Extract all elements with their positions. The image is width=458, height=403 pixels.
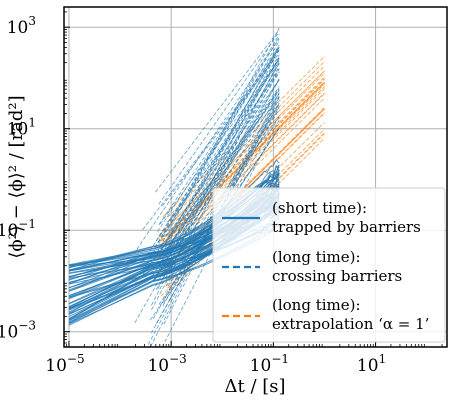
legend-box — [212, 187, 446, 343]
crossing-fit-curve — [165, 57, 280, 245]
legend-entry-extrapolation: (long time): extrapolation ‘α = 1’ — [222, 296, 429, 333]
ticks: 10−5 10−3 10−1 101 10−3 10−1 101 103 — [0, 11, 443, 376]
x-tick-label-0: 10−5 — [45, 352, 84, 376]
legend-label-short-time-line1: (short time): — [272, 199, 367, 217]
crossing-fit-curve — [155, 106, 280, 324]
crossing-fit-curve — [155, 29, 280, 193]
crossing-fit-curve — [156, 27, 280, 253]
crossing-fit-curve — [168, 87, 280, 262]
crossing-fit-curve — [136, 38, 280, 250]
x-axis-label: Δt / [s] — [224, 376, 285, 397]
crossing-fit-curve — [158, 45, 280, 226]
curves — [68, 27, 325, 347]
extrapolation-curve — [168, 88, 325, 244]
extrapolation-curve — [162, 138, 325, 300]
legend-label-crossing-line1: (long time): — [272, 248, 361, 266]
y-tick-label-0: 10−3 — [0, 319, 36, 343]
y-tick-label-2: 101 — [7, 116, 36, 140]
crossing-fit-curve — [167, 90, 280, 248]
y-tick-label-3: 103 — [7, 14, 36, 38]
crossing-fit-curve — [150, 102, 280, 334]
legend: (short time): trapped by barriers (long … — [212, 187, 446, 343]
legend-label-short-time-line2: trapped by barriers — [272, 218, 421, 236]
x-tick-label-1: 10−3 — [147, 352, 186, 376]
plot-frame — [63, 6, 448, 348]
crossing-fit-curve — [159, 59, 280, 225]
crossing-fit-curve — [142, 59, 280, 262]
crossing-fit-curve — [152, 56, 280, 281]
crossing-fit-curve — [150, 46, 280, 275]
legend-entry-crossing: (long time): crossing barriers — [222, 248, 402, 285]
y-axis-label: ⟨ϕ²⟩ − ⟨ϕ⟩² / [rad²] — [6, 95, 27, 258]
legend-label-crossing-line2: crossing barriers — [272, 267, 402, 285]
crossing-fit-curve — [160, 93, 280, 248]
crossing-fit-curve — [167, 71, 280, 223]
legend-label-extrapolation-line1: (long time): — [272, 296, 361, 314]
crossing-fit-curve — [159, 57, 280, 264]
crossing-fit-curve — [167, 68, 280, 237]
legend-label-extrapolation-line2: extrapolation ‘α = 1’ — [272, 315, 429, 333]
legend-entry-short-time: (short time): trapped by barriers — [222, 199, 421, 236]
extrapolation-curve — [157, 92, 325, 260]
crossing-fit-curve — [158, 31, 280, 205]
crossing-fit-curve — [142, 50, 280, 230]
y-tick-label-1: 10−1 — [0, 217, 36, 241]
x-tick-label-3: 101 — [357, 352, 386, 376]
crossing-fit-curve — [157, 61, 280, 244]
crossing-fit-curve — [161, 52, 280, 207]
x-tick-label-2: 10−1 — [250, 352, 289, 376]
crossing-fit-curve — [161, 48, 280, 251]
crossing-fit-curve — [165, 86, 280, 251]
crossing-fit-curve — [167, 96, 280, 249]
crossing-fit-curve — [158, 127, 280, 305]
